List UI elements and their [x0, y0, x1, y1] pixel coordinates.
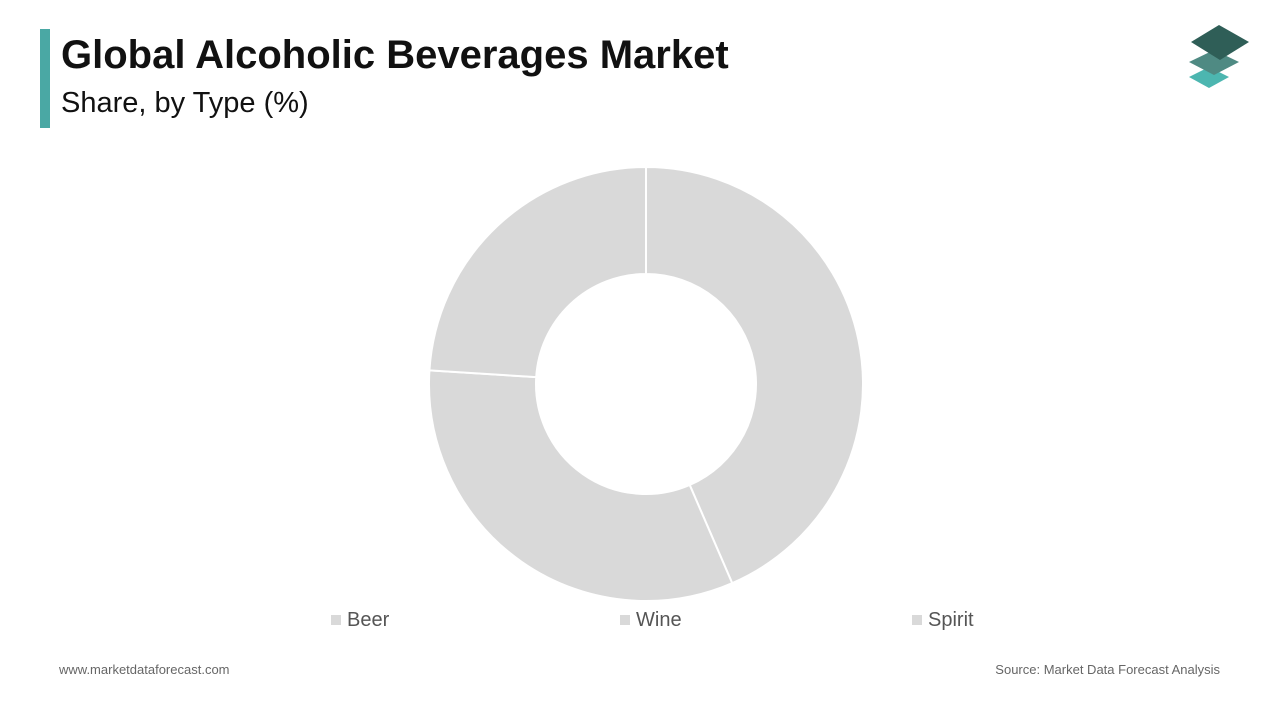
stacked-layers-logo-icon [1189, 25, 1249, 88]
logo-layer-middle [1189, 50, 1239, 75]
donut-slice-beer [645, 165, 864, 585]
donut-slice-wine [428, 369, 734, 602]
page-subtitle: Share, by Type (%) [61, 87, 309, 119]
page-title: Global Alcoholic Beverages Market [61, 33, 729, 77]
legend-label-beer: Beer [347, 608, 390, 631]
logo-layer-top [1191, 25, 1249, 60]
legend-swatch-spirit [912, 615, 922, 625]
title-accent-bar [40, 29, 50, 128]
footer-website[interactable]: www.marketdataforecast.com [59, 662, 230, 677]
footer-source: Source: Market Data Forecast Analysis [995, 662, 1220, 677]
legend-swatch-beer [331, 615, 341, 625]
legend-label-spirit: Spirit [928, 608, 974, 631]
legend-label-wine: Wine [636, 608, 682, 631]
legend-item-beer: Beer [331, 608, 389, 632]
legend-swatch-wine [620, 615, 630, 625]
legend-item-wine: Wine [620, 608, 682, 632]
donut-slice-spirit [428, 165, 647, 379]
legend-item-spirit: Spirit [912, 608, 974, 632]
